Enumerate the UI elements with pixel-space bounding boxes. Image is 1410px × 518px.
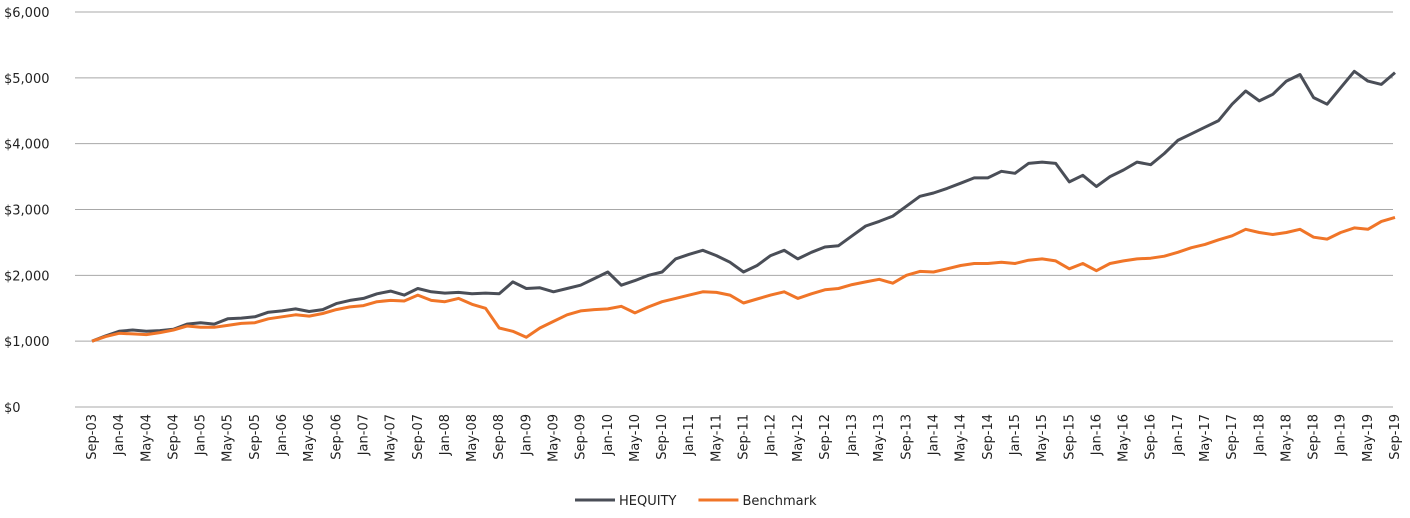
- y-tick-label: $0: [4, 401, 21, 416]
- x-tick-label: May-15: [1035, 414, 1050, 462]
- x-tick-label: Sep-10: [655, 414, 670, 460]
- x-tick-label: Sep-03: [85, 414, 100, 460]
- x-tick-label: Jan-13: [845, 414, 860, 456]
- x-tick-label: Sep-15: [1062, 414, 1077, 460]
- y-tick-label: $6,000: [4, 6, 50, 21]
- y-tick-label: $4,000: [4, 138, 50, 153]
- x-tick-label: Jan-17: [1171, 414, 1186, 456]
- x-tick-label: Jan-04: [112, 414, 127, 456]
- x-tick-label: Sep-09: [574, 414, 589, 460]
- x-tick-label: May-08: [465, 414, 480, 462]
- x-tick-label: May-07: [384, 414, 399, 462]
- x-tick-label: Sep-06: [329, 414, 344, 460]
- y-tick-label: $2,000: [4, 269, 50, 284]
- series-line: [91, 69, 1396, 343]
- x-tick-label: Sep-11: [737, 414, 752, 460]
- x-tick-label: May-17: [1198, 414, 1213, 462]
- legend-label: HEQUITY: [619, 494, 677, 509]
- x-tick-label: May-05: [221, 414, 236, 462]
- x-tick-label: Jan-15: [1008, 414, 1023, 456]
- x-tick-label: Jan-09: [519, 414, 534, 456]
- x-tick-label: May-11: [709, 414, 724, 462]
- x-tick-label: Jan-10: [601, 414, 616, 456]
- x-tick-label: Sep-13: [899, 414, 914, 460]
- series-line: [91, 215, 1396, 343]
- x-tick-label: May-18: [1279, 414, 1294, 462]
- y-tick-label: $1,000: [4, 335, 50, 350]
- x-tick-label: Sep-08: [492, 414, 507, 460]
- x-tick-label: Jan-08: [438, 414, 453, 456]
- x-tick-label: Sep-19: [1388, 414, 1403, 460]
- y-tick-label: $3,000: [4, 204, 50, 219]
- x-tick-label: Sep-18: [1307, 414, 1322, 460]
- x-tick-label: May-13: [872, 414, 887, 462]
- x-tick-label: Jan-19: [1334, 414, 1349, 456]
- x-tick-label: Jan-06: [275, 414, 290, 456]
- x-tick-label: Jan-16: [1089, 414, 1104, 456]
- x-tick-label: Jan-18: [1252, 414, 1267, 456]
- x-tick-label: May-19: [1361, 414, 1376, 462]
- x-tick-label: Jan-14: [927, 414, 942, 456]
- x-tick-label: Sep-04: [166, 414, 181, 460]
- x-tick-label: May-10: [628, 414, 643, 462]
- x-tick-label: May-06: [302, 414, 317, 462]
- x-tick-label: Sep-05: [248, 414, 263, 460]
- x-tick-label: Jan-05: [194, 414, 209, 456]
- x-tick-label: Sep-17: [1225, 414, 1240, 460]
- y-tick-label: $5,000: [4, 72, 50, 87]
- x-tick-label: May-04: [139, 414, 154, 462]
- x-tick-label: May-12: [791, 414, 806, 462]
- x-tick-label: Sep-12: [818, 414, 833, 460]
- x-tick-label: May-14: [954, 414, 969, 462]
- x-tick-label: Sep-14: [981, 414, 996, 460]
- x-tick-label: Sep-16: [1144, 414, 1159, 460]
- x-tick-label: Jan-07: [356, 414, 371, 456]
- x-tick-label: Sep-07: [411, 414, 426, 460]
- legend-label: Benchmark: [742, 494, 817, 509]
- x-tick-label: May-16: [1117, 414, 1132, 462]
- x-tick-label: Jan-11: [682, 414, 697, 456]
- x-tick-label: May-09: [546, 414, 561, 462]
- x-tick-label: Jan-12: [764, 414, 779, 456]
- legend: HEQUITY Benchmark: [575, 494, 817, 509]
